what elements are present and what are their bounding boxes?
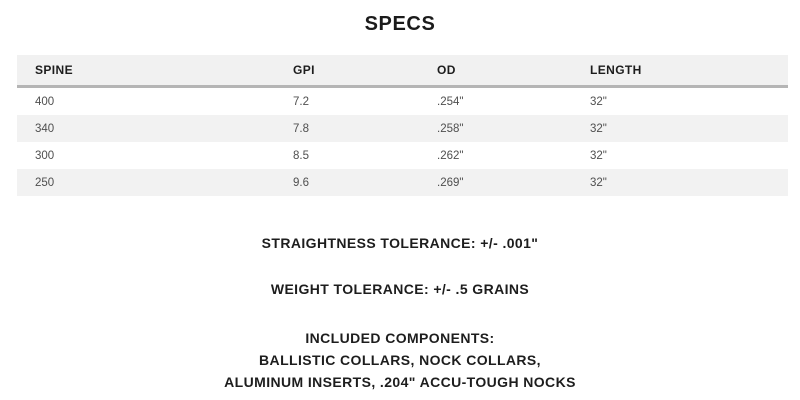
included-components-line: ALUMINUM INSERTS, .204" ACCU-TOUGH NOCKS	[224, 374, 576, 390]
cell-od: .269"	[437, 176, 464, 189]
cell-length: 32"	[590, 149, 607, 162]
cell-length: 32"	[590, 95, 607, 108]
cell-od: .254"	[437, 95, 464, 108]
column-header-gpi: GPI	[275, 55, 419, 88]
cell-gpi: 7.8	[293, 122, 309, 135]
cell-gpi: 7.2	[293, 95, 309, 108]
spec-table: SPINE GPI OD LENGTH 400 7.2 .254" 32" 34…	[17, 55, 788, 196]
cell-length: 32"	[590, 122, 607, 135]
page-title: SPECS	[364, 13, 436, 35]
header-row: SPINE GPI OD LENGTH	[17, 55, 788, 88]
included-components-block: INCLUDED COMPONENTS: BALLISTIC COLLARS, …	[0, 327, 800, 393]
column-header-spine: SPINE	[17, 55, 275, 88]
spec-table-body: 400 7.2 .254" 32" 340 7.8 .258" 32" 300 …	[17, 87, 788, 196]
table-row: 300 8.5 .262" 32"	[17, 142, 788, 169]
table-row: 400 7.2 .254" 32"	[17, 87, 788, 116]
cell-gpi: 8.5	[293, 149, 309, 162]
cell-od: .262"	[437, 149, 464, 162]
spec-table-header: SPINE GPI OD LENGTH	[17, 55, 788, 88]
cell-spine: 340	[35, 122, 55, 135]
column-header-od: OD	[419, 55, 572, 88]
included-components-heading: INCLUDED COMPONENTS:	[305, 330, 495, 346]
included-components-line: BALLISTIC COLLARS, NOCK COLLARS,	[259, 352, 541, 368]
spec-notes: STRAIGHTNESS TOLERANCE: +/- .001" WEIGHT…	[0, 235, 800, 393]
table-row: 340 7.8 .258" 32"	[17, 115, 788, 142]
cell-od: .258"	[437, 122, 464, 135]
weight-tolerance-note: WEIGHT TOLERANCE: +/- .5 GRAINS	[270, 281, 530, 297]
straightness-tolerance-note: STRAIGHTNESS TOLERANCE: +/- .001"	[261, 235, 539, 251]
cell-length: 32"	[590, 176, 607, 189]
column-header-length: LENGTH	[572, 55, 788, 88]
cell-gpi: 9.6	[293, 176, 309, 189]
table-row: 250 9.6 .269" 32"	[17, 169, 788, 196]
cell-spine: 300	[35, 149, 55, 162]
cell-spine: 250	[35, 176, 55, 189]
cell-spine: 400	[35, 95, 55, 108]
